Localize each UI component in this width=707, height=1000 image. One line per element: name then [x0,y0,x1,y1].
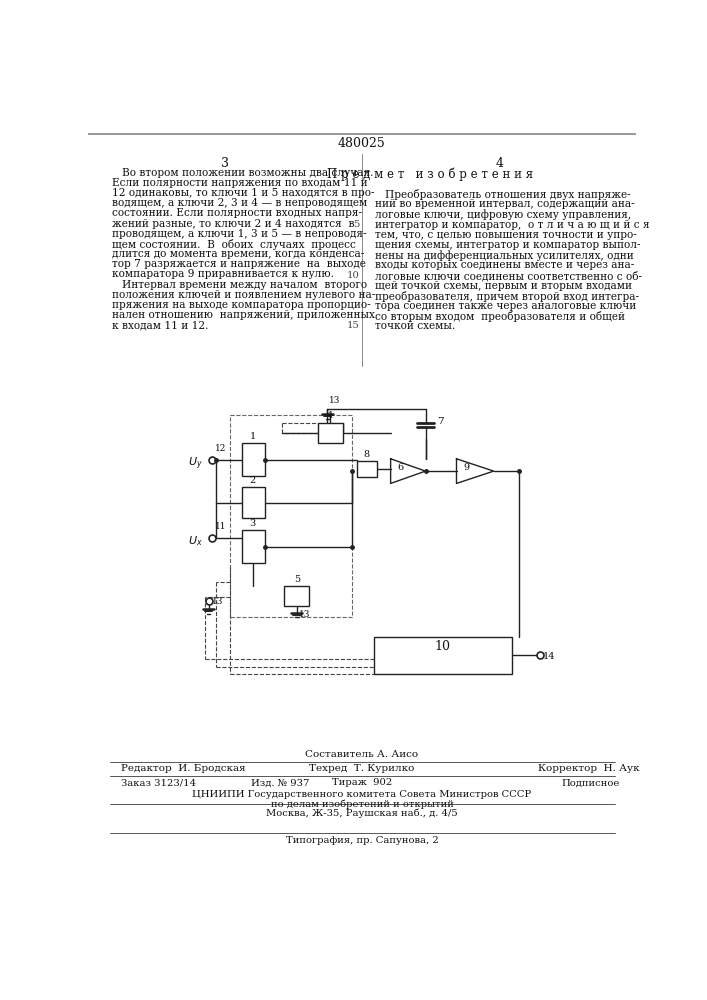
Text: 5: 5 [354,220,360,229]
Bar [242,530,265,563]
Text: тор 7 разряжается и напряжение  на  выходе: тор 7 разряжается и напряжение на выходе [112,259,366,269]
Text: 3: 3 [221,157,229,170]
Text: логовые ключи, цифровую схему управления,: логовые ключи, цифровую схему управления… [375,210,631,220]
Text: к входам 11 и 12.: к входам 11 и 12. [112,320,208,330]
Text: длится до момента времени, когда конденса-: длится до момента времени, когда конденс… [112,249,364,259]
Text: 8: 8 [363,450,370,459]
Text: водящем, а ключи 2, 3 и 4 — в непроводящем: водящем, а ключи 2, 3 и 4 — в непроводящ… [112,198,367,208]
Text: Москва, Ж-35, Раушская наб., д. 4/5: Москва, Ж-35, Раушская наб., д. 4/5 [266,808,458,818]
Text: 6: 6 [397,463,404,472]
Text: 4: 4 [327,411,333,420]
Text: 15: 15 [346,321,360,330]
Text: 4: 4 [495,157,503,170]
Text: входы которых соединены вместе и через ана-: входы которых соединены вместе и через а… [375,260,634,270]
Text: Редактор  И. Бродская: Редактор И. Бродская [121,764,245,773]
Text: компаратора 9 приравнивается к нулю.: компаратора 9 приравнивается к нулю. [112,269,334,279]
Text: Изд. № 937: Изд. № 937 [251,778,310,787]
Text: П р е д м е т   и з о б р е т е н и я: П р е д м е т и з о б р е т е н и я [327,168,533,181]
Text: положения ключей и появлением нулевого на-: положения ключей и появлением нулевого н… [112,290,375,300]
Text: щей точкой схемы, первым и вторым входами: щей точкой схемы, первым и вторым входам… [375,281,632,291]
Text: преобразователя, причем второй вход интегра-: преобразователя, причем второй вход инте… [375,291,639,302]
Text: Во втором положении возможны два случая.: Во втором положении возможны два случая. [112,168,373,178]
Text: 7: 7 [437,417,444,426]
Text: $U_x$: $U_x$ [188,534,203,548]
Text: нены на дифференциальных усилителях, одни: нены на дифференциальных усилителях, одн… [375,250,634,261]
Text: 14: 14 [542,652,555,661]
Text: 9: 9 [464,463,469,472]
Text: 2: 2 [250,476,256,485]
Text: жений разные, то ключи 2 и 4 находятся  в: жений разные, то ключи 2 и 4 находятся в [112,219,354,229]
Text: 3: 3 [250,519,256,528]
Text: тора соединен также через аналоговые ключи: тора соединен также через аналоговые клю… [375,301,636,311]
Text: пряжения на выходе компаратора пропорцио-: пряжения на выходе компаратора пропорцио… [112,300,370,310]
Text: по делам изобретений и открытий: по делам изобретений и открытий [271,799,453,809]
Text: 12: 12 [215,444,226,453]
Text: 11: 11 [215,522,226,531]
Text: Техред  Т. Курилко: Техред Т. Курилко [309,764,414,773]
Text: ний во временной интервал, содержащий ана-: ний во временной интервал, содержащий ан… [375,199,635,209]
Bar [242,443,265,476]
Text: $U_y$: $U_y$ [188,456,203,472]
Text: Интервал времени между началом  второго: Интервал времени между началом второго [112,280,367,290]
Text: Подписное: Подписное [561,778,619,787]
Text: ЦНИИПИ Государственного комитета Совета Министров СССР: ЦНИИПИ Государственного комитета Совета … [192,790,532,799]
Text: Составитель А. Аисо: Составитель А. Аисо [305,750,419,759]
Text: щения схемы, интегратор и компаратор выпол-: щения схемы, интегратор и компаратор вып… [375,240,641,250]
Text: Если полярности напряжения по входам 11 и: Если полярности напряжения по входам 11 … [112,178,367,188]
Text: интегратор и компаратор,  о т л и ч а ю щ и й с я: интегратор и компаратор, о т л и ч а ю щ… [375,220,650,230]
Text: точкой схемы.: точкой схемы. [375,321,455,331]
Text: щем состоянии.  В  обоих  случаях  процесс: щем состоянии. В обоих случаях процесс [112,239,356,250]
Text: 480025: 480025 [338,137,386,150]
Text: 13: 13 [299,610,310,619]
Text: проводящем, а ключи 1, 3 и 5 — в непроводя-: проводящем, а ключи 1, 3 и 5 — в непрово… [112,229,366,239]
Polygon shape [457,459,493,483]
Text: Корректор  Н. Аук: Корректор Н. Аук [538,764,640,773]
Bar [373,637,512,674]
Bar [356,461,378,477]
Text: 1: 1 [250,432,256,441]
Bar [242,487,265,518]
Text: Заказ 3123/14: Заказ 3123/14 [121,778,196,787]
Text: логовые ключи соединены соответственно с об-: логовые ключи соединены соответственно с… [375,271,642,281]
Text: со вторым входом  преобразователя и общей: со вторым входом преобразователя и общей [375,311,625,322]
Text: состоянии. Если полярности входных напря-: состоянии. Если полярности входных напря… [112,208,361,218]
Text: нален отношению  напряжений, приложенных: нален отношению напряжений, приложенных [112,310,375,320]
Text: 13: 13 [329,396,340,405]
Text: 13: 13 [211,597,223,606]
Bar [284,586,309,606]
Text: 12 одинаковы, то ключи 1 и 5 находятся в про-: 12 одинаковы, то ключи 1 и 5 находятся в… [112,188,374,198]
Text: 10: 10 [346,271,360,280]
Text: Тираж  902: Тираж 902 [332,778,392,787]
Text: Типография, пр. Сапунова, 2: Типография, пр. Сапунова, 2 [286,836,438,845]
Text: Преобразователь отношения двух напряже-: Преобразователь отношения двух напряже- [375,189,631,200]
Bar [317,423,343,443]
Text: 10: 10 [435,640,450,653]
Text: тем, что, с целью повышения точности и упро-: тем, что, с целью повышения точности и у… [375,230,637,240]
Polygon shape [391,459,426,483]
Text: 5: 5 [294,575,300,584]
